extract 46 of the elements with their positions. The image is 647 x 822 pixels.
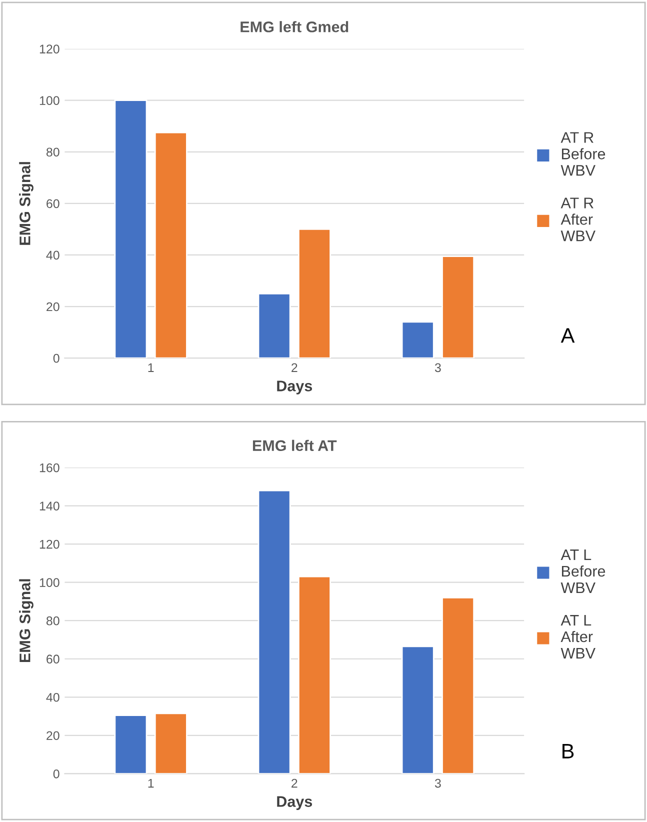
bar <box>401 646 434 774</box>
bar <box>298 576 331 774</box>
bar <box>442 256 475 358</box>
y-axis-title: EMG Signal <box>19 162 34 245</box>
y-tick-label: 60 <box>46 654 60 664</box>
x-axis-title: Days <box>277 796 312 810</box>
bar <box>258 292 291 358</box>
x-tick-label: 3 <box>434 778 441 788</box>
legend-label: AT L After WBV <box>560 615 596 658</box>
y-tick-label: 100 <box>40 578 60 587</box>
y-tick-label: 0 <box>53 354 60 363</box>
y-tick-label: 20 <box>46 731 60 740</box>
x-tick-label: 1 <box>148 778 154 788</box>
y-tick-label: 20 <box>46 302 60 312</box>
bar <box>258 490 291 774</box>
y-tick-label: 40 <box>46 250 60 260</box>
y-tick-label: 60 <box>46 199 60 208</box>
text: B <box>562 744 574 758</box>
x-tick-label: 1 <box>148 363 154 372</box>
text: A <box>560 328 575 343</box>
legend-label: AT L Before WBV <box>560 550 606 593</box>
y-tick-label: 160 <box>40 463 60 472</box>
bar <box>114 714 148 774</box>
chart-title: EMG left Gmed <box>240 21 348 32</box>
bar <box>114 100 148 358</box>
legend-label: AT R Before WBV <box>560 132 606 176</box>
bar <box>154 132 188 358</box>
legend-label: AT R After WBV <box>560 198 596 242</box>
y-tick-label: 140 <box>40 502 60 510</box>
y-tick-label: 120 <box>40 540 60 549</box>
x-tick-label: 2 <box>292 778 298 788</box>
y-axis-title: EMG Signal <box>19 579 34 662</box>
bar <box>442 596 475 774</box>
y-tick-label: 100 <box>40 96 60 106</box>
x-tick-label: 2 <box>292 363 298 372</box>
y-tick-label: 80 <box>46 616 60 626</box>
y-tick-label: 0 <box>53 769 60 778</box>
x-axis-title: Days <box>277 380 312 394</box>
chart-title: EMG left AT <box>252 440 337 452</box>
x-tick-label: 3 <box>434 363 441 372</box>
y-tick-label: 40 <box>46 692 60 702</box>
y-tick-label: 120 <box>40 44 60 54</box>
bar <box>154 712 188 774</box>
bar <box>401 321 434 358</box>
y-tick-label: 80 <box>46 148 60 157</box>
bar <box>298 228 331 358</box>
